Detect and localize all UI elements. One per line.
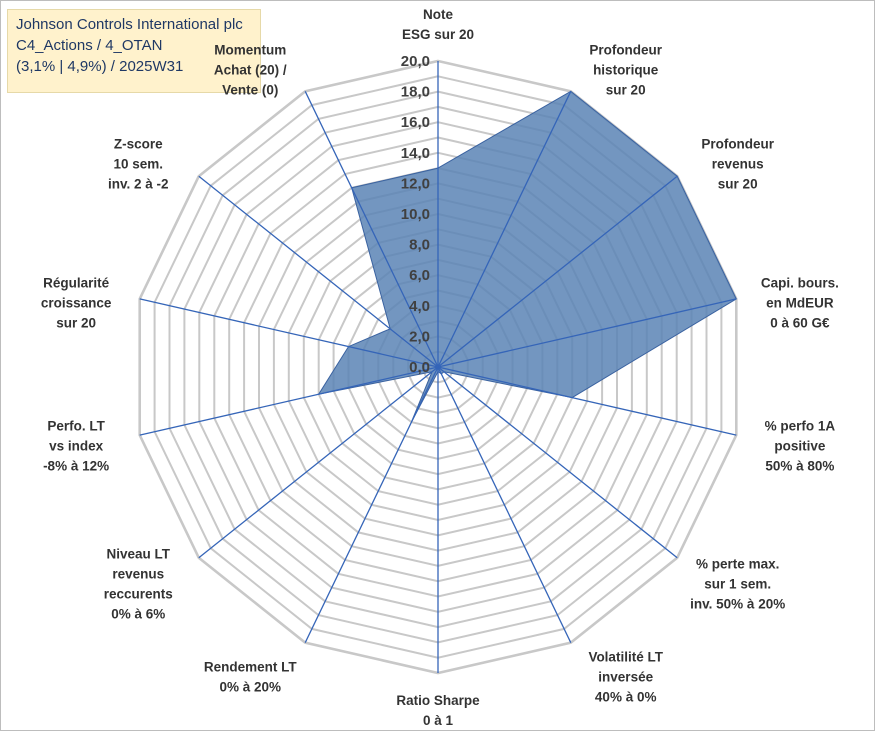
- axis-spokes: [139, 61, 737, 673]
- axis-label-line: inv. 2 à -2: [108, 176, 169, 191]
- axis-label-line: en MdEUR: [766, 295, 834, 310]
- axis-label-line: reccurents: [104, 587, 173, 602]
- axis-label-line: positive: [774, 439, 826, 454]
- axis-label-line: Profondeur: [701, 136, 774, 151]
- axis-spoke: [437, 298, 737, 368]
- chart-title-box: Johnson Controls International plc C4_Ac…: [7, 9, 261, 93]
- axis-spoke: [437, 366, 737, 436]
- axis-label-line: historique: [593, 63, 659, 78]
- axis-label-line: Perfo. LT: [47, 419, 105, 434]
- axis-spoke: [198, 175, 439, 368]
- axis-label-line: -8% à 12%: [43, 459, 109, 474]
- tick-label: 18,0: [401, 84, 430, 101]
- axis-label: Volatilité LT inversée 40% à 0%: [588, 650, 663, 705]
- axis-label-line: sur 20: [718, 176, 758, 191]
- tick-label: 0,0: [409, 359, 430, 376]
- axis-label-line: sur 20: [56, 315, 96, 330]
- axis-label-line: inversée: [598, 670, 653, 685]
- axis-label-line: vs index: [49, 439, 104, 454]
- axis-label: Capi. bours. en MdEUR 0 à 60 G€: [761, 275, 839, 330]
- axis-label-line: 0% à 6%: [111, 607, 165, 622]
- chart-title-line-2: C4_Actions / 4_OTAN: [16, 37, 163, 54]
- axis-label-line: 0% à 20%: [220, 680, 282, 695]
- axis-label-line: Z-score: [114, 136, 163, 151]
- axis-label: Régularité croissance sur 20: [41, 275, 112, 330]
- axis-label-line: % perfo 1A: [765, 419, 836, 434]
- axis-label: Perfo. LT vs index -8% à 12%: [43, 419, 109, 474]
- tick-label: 8,0: [409, 237, 430, 254]
- axis-label: Niveau LT revenus reccurents 0% à 6%: [104, 547, 173, 622]
- tick-label: 6,0: [409, 267, 430, 284]
- axis-label: Rendement LT 0% à 20%: [204, 660, 298, 695]
- data-series: [317, 90, 737, 423]
- axis-spoke: [304, 366, 439, 643]
- axis-label-line: inv. 50% à 20%: [690, 597, 785, 612]
- axis-label: Note ESG sur 20: [402, 7, 474, 42]
- axis-spoke: [437, 366, 572, 643]
- axis-label-line: 10 sem.: [114, 156, 164, 171]
- axis-label-line: Vente (0): [222, 83, 278, 98]
- tick-label: 14,0: [401, 145, 430, 162]
- axis-spoke: [437, 175, 678, 368]
- chart-title-line-3: (3,1% | 4,9%) / 2025W31: [16, 58, 184, 75]
- axis-label-line: % perte max.: [696, 557, 779, 572]
- axis-label-line: Note: [423, 7, 453, 22]
- axis-label: Momentum Achat (20) / Vente (0): [214, 43, 287, 98]
- axis-label: % perfo 1A positive 50% à 80%: [765, 419, 836, 474]
- tick-label: 20,0: [401, 53, 430, 70]
- axis-label: Profondeur revenus sur 20: [701, 136, 774, 191]
- axis-spoke: [139, 366, 439, 436]
- axis-label: % perte max. sur 1 sem. inv. 50% à 20%: [690, 557, 785, 612]
- axis-label-line: ESG sur 20: [402, 27, 474, 42]
- tick-label: 12,0: [401, 175, 430, 192]
- tick-label: 2,0: [409, 328, 430, 345]
- axis-label-line: Achat (20) /: [214, 63, 287, 78]
- axis-label-line: Volatilité LT: [588, 650, 663, 665]
- tick-label: 16,0: [401, 114, 430, 131]
- axis-label-line: revenus: [712, 156, 764, 171]
- axis-label-line: Régularité: [43, 275, 110, 290]
- axis-label: Ratio Sharpe 0 à 1: [396, 693, 480, 728]
- axis-label: Profondeur historique sur 20: [589, 43, 662, 98]
- axis-label-line: Niveau LT: [107, 547, 171, 562]
- axis-spoke: [304, 91, 439, 368]
- axis-spoke: [198, 366, 439, 559]
- axis-label-line: 0 à 60 G€: [770, 315, 830, 330]
- axis-label-line: Capi. bours.: [761, 275, 839, 290]
- axis-label-line: croissance: [41, 295, 112, 310]
- axis-label-line: Rendement LT: [204, 660, 298, 675]
- tick-label: 4,0: [409, 298, 430, 315]
- axis-label-line: 40% à 0%: [595, 690, 657, 705]
- axis-label-line: sur 1 sem.: [704, 577, 771, 592]
- axis-labels: Note ESG sur 20 Profondeur historique sur 20…: [41, 7, 839, 728]
- series-area: [317, 90, 737, 423]
- axis-label: Z-score 10 sem. inv. 2 à -2: [108, 136, 169, 191]
- axis-label-line: Momentum: [214, 43, 286, 58]
- tick-labels: 0,0 2,0 4,0 6,0 8,0 10,0 12,0 14,0 16,0 18,0 20,0: [401, 53, 430, 376]
- axis-label-line: Profondeur: [589, 43, 662, 58]
- axis-label-line: revenus: [112, 567, 164, 582]
- chart-title-line-1: Johnson Controls International plc: [16, 16, 243, 33]
- axis-label-line: 50% à 80%: [765, 459, 834, 474]
- axis-label-line: 0 à 1: [423, 713, 454, 728]
- axis-spoke: [437, 366, 678, 559]
- axis-label-line: Ratio Sharpe: [396, 693, 480, 708]
- axis-spoke: [139, 298, 439, 368]
- tick-label: 10,0: [401, 206, 430, 223]
- axis-label-line: sur 20: [606, 83, 646, 98]
- axis-spoke: [437, 91, 572, 368]
